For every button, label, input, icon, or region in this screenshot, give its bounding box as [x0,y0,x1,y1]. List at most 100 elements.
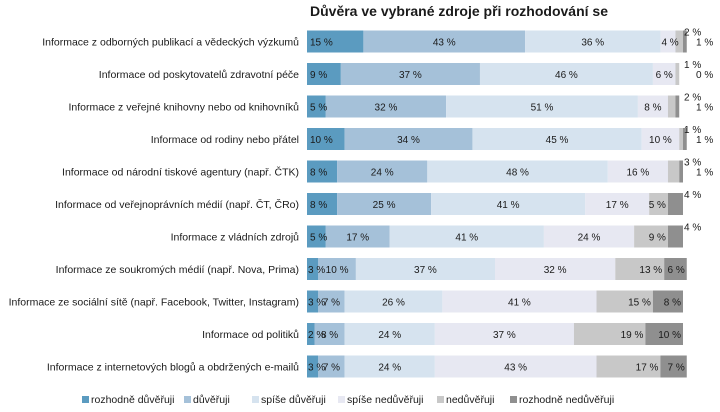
bar-segment [307,355,319,378]
value-label: 17 % [346,233,369,244]
bar-segment [667,160,680,183]
legend-label: nedůvěřuji [446,394,494,406]
value-label: 3 % [308,265,325,276]
value-label: 25 % [373,200,396,211]
bar-segment [596,290,653,313]
category-label: Informace od poskytovatelů zdravotní péč… [99,69,299,81]
bar-segment [667,225,683,248]
value-label: 9 % [310,70,327,81]
bar-segment [307,95,326,118]
bar-segment [344,128,473,150]
value-label: 1 % [684,60,701,71]
value-label: 24 % [578,233,601,244]
value-label: 3 % [308,363,325,374]
bar-segment [645,323,683,345]
bar-segment [344,323,435,345]
legend-label: rozhodně nedůvěřuji [519,394,614,406]
bar-segment [337,160,428,183]
value-label: 4 % [684,190,701,201]
value-label: 2 % [308,330,325,341]
legend-swatch [184,396,191,403]
value-label: 10 % [326,265,349,276]
value-label: 4 % [684,223,701,234]
bar-segment [667,193,683,215]
value-label: 48 % [506,168,529,179]
value-label: 37 % [414,265,437,276]
bar-segment [675,95,680,118]
value-label: 8 % [321,330,338,341]
bar-segment [307,30,364,53]
bar-segment [344,355,435,378]
bar-segment [573,323,646,345]
bar-segment [495,258,616,280]
bar-segment [479,63,653,85]
value-label: 8 % [310,168,327,179]
legend-label: spíše nedůvěřuji [347,394,423,406]
value-label: 41 % [455,233,478,244]
value-label: 15 % [628,298,651,309]
value-label: 2 % [684,93,701,104]
bar-segment [434,323,574,345]
category-label: Informace od politiků [202,329,299,341]
value-label: 10 % [658,330,681,341]
value-label: 7 % [323,298,340,309]
value-label: 7 % [668,363,685,374]
value-label: 10 % [649,135,672,146]
bar-segment [607,160,668,183]
legend-label: rozhodně důvěřuji [91,394,174,406]
value-label: 6 % [668,265,685,276]
legend-swatch [437,396,444,403]
value-label: 46 % [555,70,578,81]
bar-segment [596,355,661,378]
value-label: 13 % [639,265,662,276]
value-label: 3 % [308,298,325,309]
value-label: 37 % [493,330,516,341]
value-label: 1 % [684,125,701,136]
bar-segment [307,225,326,248]
bar-segment [679,160,683,183]
value-label: 9 % [649,233,666,244]
value-label: 15 % [310,38,333,49]
value-label: 5 % [310,233,327,244]
bar-segment [427,160,608,183]
bar-segment [683,30,687,53]
bar-segment [525,30,661,53]
bar-segment [652,290,683,313]
bar-segment [634,225,668,248]
value-label: 4 % [661,38,678,49]
value-label: 8 % [644,103,661,114]
bar-segment [649,193,668,215]
value-label: 2 % [684,28,701,39]
bar-segment [652,63,676,85]
value-label: 0 % [696,70,713,81]
bar-segment [675,30,683,53]
bar-segment [389,225,544,248]
value-label: 10 % [310,135,333,146]
bar-segment [543,225,635,248]
value-label: 5 % [310,103,327,114]
value-label: 24 % [378,363,401,374]
category-label: Informace ze soukromých médií (např. Nov… [56,264,299,276]
bar-segment [307,323,315,345]
value-label: 45 % [546,135,569,146]
value-label: 24 % [371,168,394,179]
value-label: 36 % [581,38,604,49]
value-label: 43 % [433,38,456,49]
value-label: 24 % [378,330,401,341]
category-label: Informace od národní tiskové agentury (n… [62,166,299,179]
bar-segment [615,258,665,280]
bar-segment [472,128,642,150]
bar-segment [660,30,676,53]
bar-segment [679,128,683,150]
value-label: 16 % [626,168,649,179]
value-label: 6 % [656,70,673,81]
legend-swatch [252,396,259,403]
bar-segment [664,258,687,280]
bar-segment [307,290,319,313]
value-label: 8 % [664,298,681,309]
legend-label: spíše důvěřuji [261,394,326,406]
value-label: 32 % [544,265,567,276]
value-label: 34 % [397,135,420,146]
bar-segment [675,63,680,85]
value-label: 19 % [621,330,644,341]
